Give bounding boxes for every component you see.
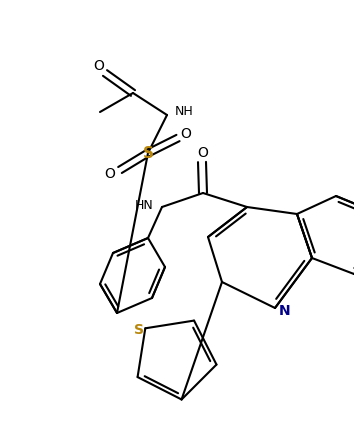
Text: O: O	[104, 167, 115, 181]
Text: NH: NH	[175, 104, 194, 117]
Text: O: O	[181, 127, 192, 141]
Text: HN: HN	[135, 198, 154, 211]
Text: N: N	[279, 304, 291, 318]
Text: O: O	[93, 59, 104, 73]
Text: S: S	[143, 146, 154, 160]
Text: O: O	[198, 146, 209, 160]
Text: S: S	[134, 323, 144, 337]
